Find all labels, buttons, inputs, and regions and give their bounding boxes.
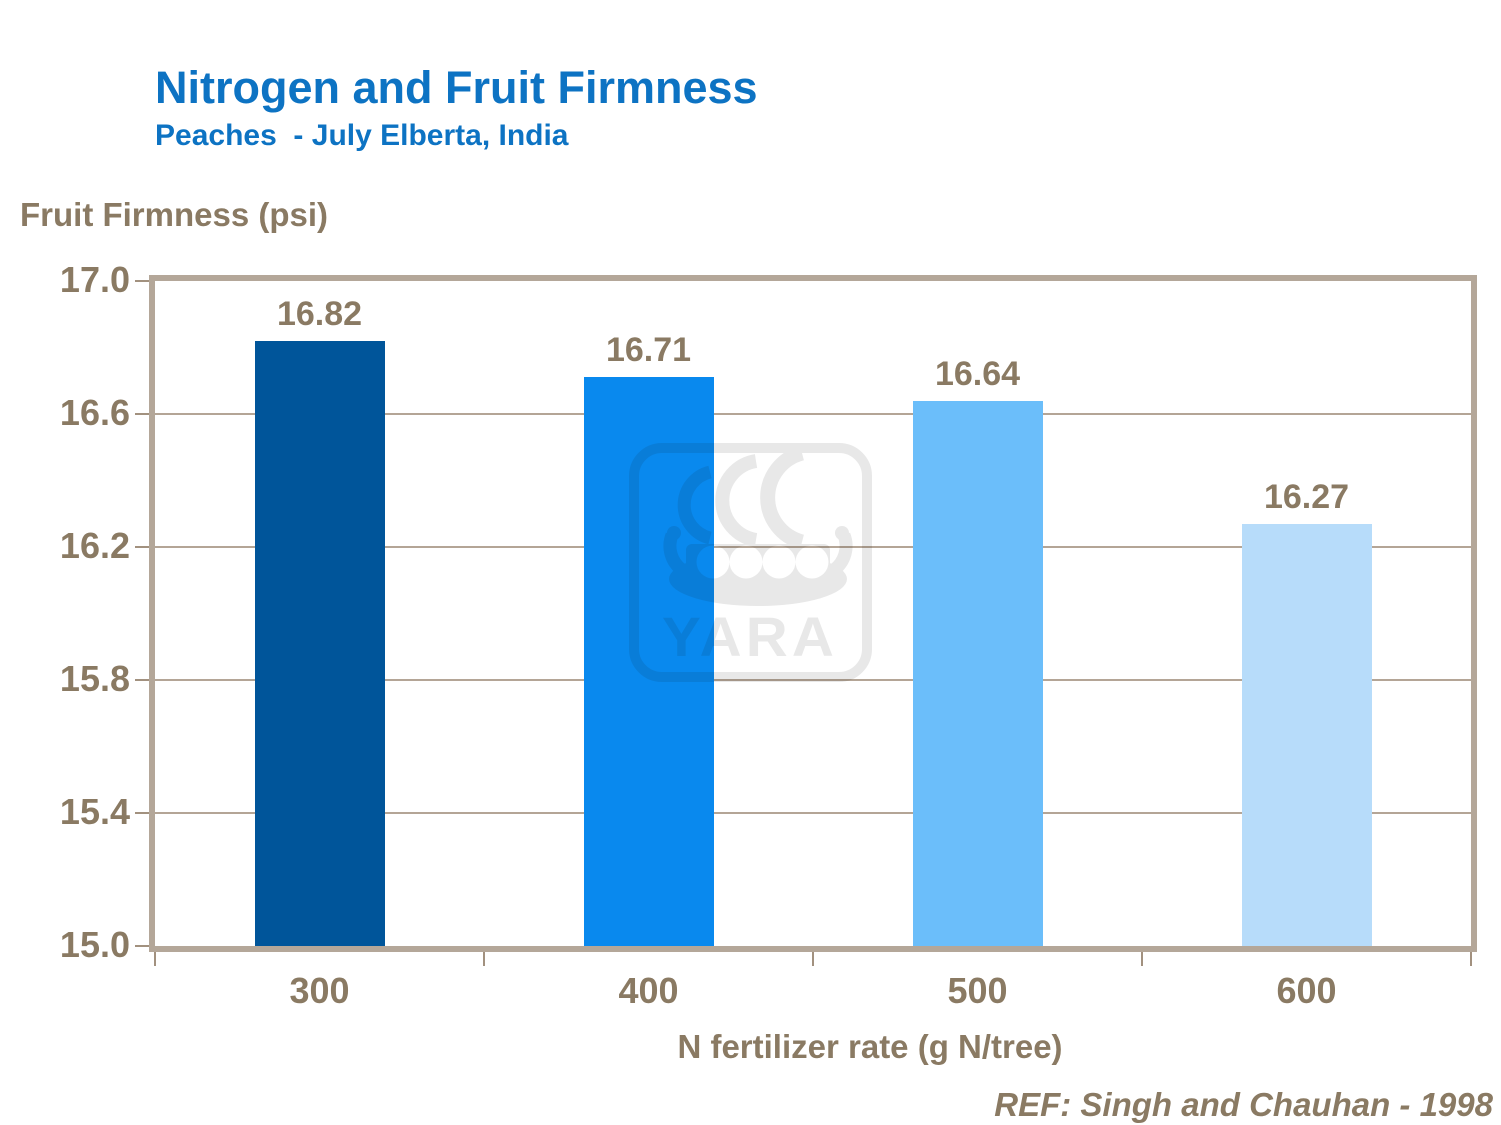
- chart-subtitle: Peaches - July Elberta, India: [155, 119, 569, 152]
- y-tick-label-15.0: 15.0: [59, 924, 130, 965]
- bar-300: [254, 340, 385, 946]
- bar-600: [1241, 523, 1372, 946]
- bar-value-label-400: 16.71: [605, 331, 692, 370]
- chart-title: Nitrogen and Fruit Firmness: [155, 62, 758, 113]
- yara-ship-icon: [663, 526, 853, 606]
- bar-value-label-500: 16.64: [934, 354, 1021, 393]
- x-tick-label-500: 500: [947, 970, 1008, 1011]
- y-tick-16.6: [135, 413, 149, 415]
- x-tick-label-400: 400: [618, 970, 679, 1011]
- y-tick-label-15.8: 15.8: [59, 658, 130, 699]
- y-tick-17.0: [135, 280, 149, 282]
- y-tick-15.8: [135, 679, 149, 681]
- y-tick-16.2: [135, 546, 149, 548]
- reference: REF: Singh and Chauhan - 1998: [994, 1086, 1493, 1123]
- y-axis-title: Fruit Firmness (psi): [20, 196, 329, 233]
- bar-500: [912, 400, 1043, 946]
- y-tick-label-17.0: 17.0: [59, 259, 130, 300]
- gridline-15.4: [155, 812, 1471, 814]
- yara-watermark: YARA: [629, 443, 872, 682]
- x-axis-title: N fertilizer rate (g N/tree): [677, 1028, 1063, 1065]
- gridline-16.6: [155, 413, 1471, 415]
- y-tick-15.0: [135, 945, 149, 947]
- y-tick-label-15.4: 15.4: [59, 791, 130, 832]
- x-tick-label-300: 300: [289, 970, 350, 1011]
- y-tick-label-16.6: 16.6: [59, 392, 130, 433]
- x-tick-4: [1470, 952, 1472, 966]
- x-tick-3: [1141, 952, 1143, 966]
- yara-frame: [629, 443, 872, 682]
- x-tick-1: [483, 952, 485, 966]
- x-tick-label-600: 600: [1276, 970, 1337, 1011]
- yara-logo-icon: YARA: [629, 443, 872, 682]
- bar-value-label-600: 16.27: [1263, 477, 1350, 516]
- x-tick-2: [812, 952, 814, 966]
- bar-value-label-300: 16.82: [276, 294, 363, 333]
- yara-text: YARA: [662, 605, 838, 668]
- x-tick-0: [154, 952, 156, 966]
- bar-400: [583, 377, 714, 946]
- yara-sails-icon: [677, 445, 805, 550]
- y-tick-label-16.2: 16.2: [59, 525, 130, 566]
- y-tick-15.4: [135, 812, 149, 814]
